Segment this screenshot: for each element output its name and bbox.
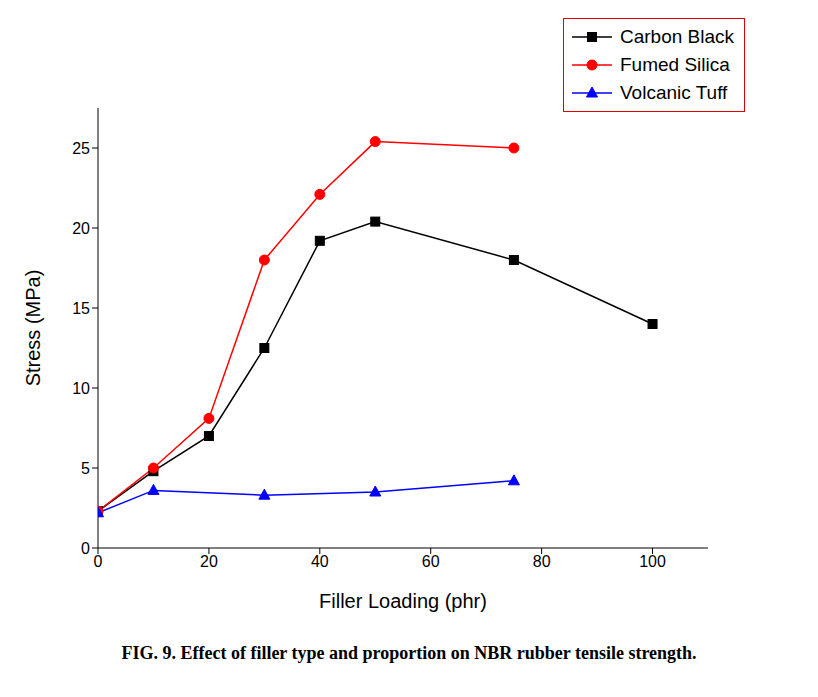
svg-text:0: 0 (81, 540, 90, 557)
svg-text:Stress (MPa): Stress (MPa) (22, 270, 44, 387)
svg-text:Filler Loading (phr): Filler Loading (phr) (319, 590, 487, 612)
svg-text:100: 100 (639, 553, 666, 570)
svg-text:15: 15 (72, 300, 90, 317)
svg-text:80: 80 (533, 553, 551, 570)
svg-text:10: 10 (72, 380, 90, 397)
svg-text:20: 20 (72, 220, 90, 237)
svg-text:20: 20 (200, 553, 218, 570)
html-text:Volcanic Tuff: Volcanic Tuff (620, 82, 728, 103)
svg-text:25: 25 (72, 140, 90, 157)
svg-text:5: 5 (81, 460, 90, 477)
svg-text:0: 0 (94, 553, 103, 570)
svg-text:60: 60 (422, 553, 440, 570)
html-text:FIG. 9. Effect of filler type: FIG. 9. Effect of filler type and propor… (121, 643, 697, 663)
html-text:Fumed Silica: Fumed Silica (620, 54, 730, 75)
svg-text:40: 40 (311, 553, 329, 570)
html-text:Carbon Black: Carbon Black (620, 26, 735, 47)
